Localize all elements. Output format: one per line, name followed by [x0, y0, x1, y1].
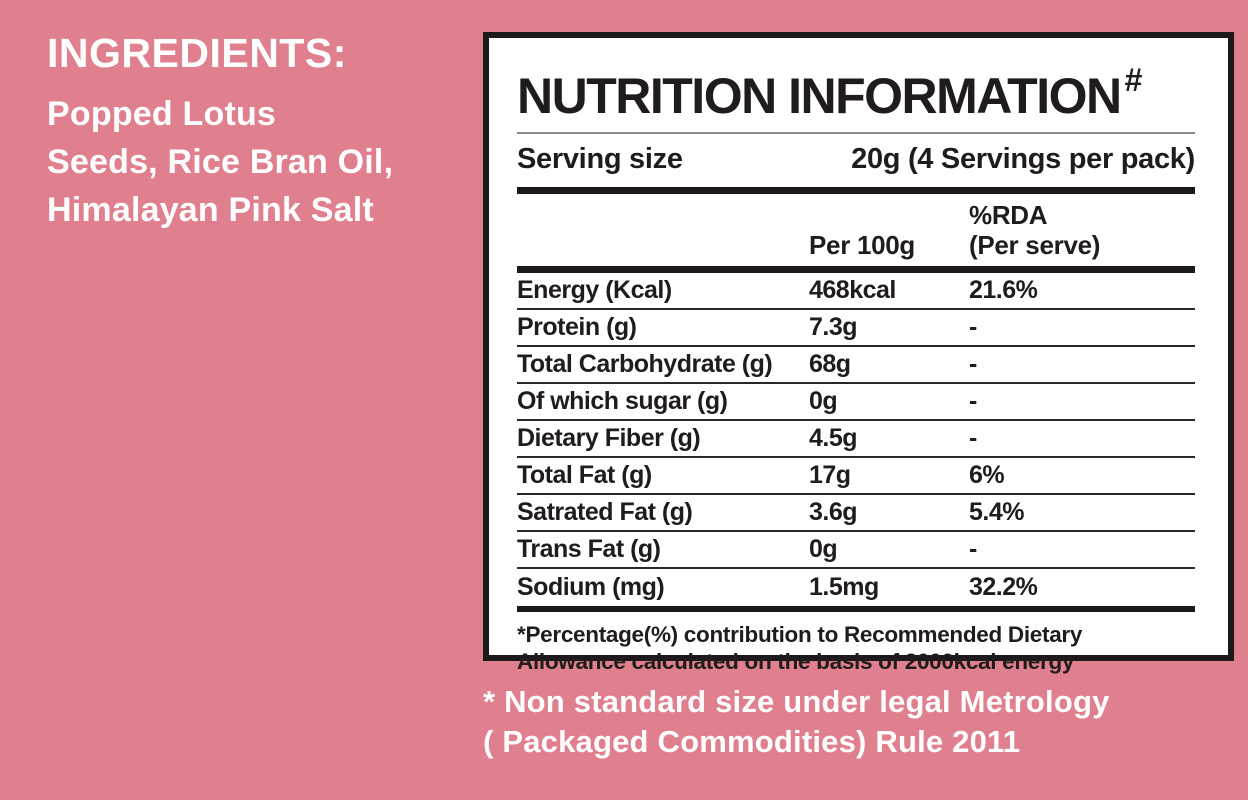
- column-header-rda-line2: (Per serve): [969, 230, 1101, 260]
- row-label: Dietary Fiber (g): [517, 424, 701, 452]
- ingredients-heading: INGREDIENTS:: [47, 30, 347, 76]
- column-header-row: Per 100g %RDA (Per serve): [517, 194, 1195, 266]
- row-label: Total Carbohydrate (g): [517, 350, 773, 378]
- serving-size-label: Serving size: [517, 143, 683, 175]
- nutrition-row-dietary-fiber: Dietary Fiber (g) 4.5g -: [517, 421, 1195, 458]
- row-label: Sodium (mg): [517, 573, 665, 601]
- row-rda-value: 6%: [969, 461, 1005, 489]
- row-rda-value: 21.6%: [969, 276, 1038, 304]
- rda-footnote-line2: Allowance calculated on the basis of 200…: [517, 649, 1075, 674]
- row-per100g-value: 7.3g: [809, 313, 858, 341]
- row-label: Energy (Kcal): [517, 276, 672, 304]
- column-header-rda-line1: %RDA: [969, 200, 1048, 230]
- row-label: Trans Fat (g): [517, 535, 661, 563]
- serving-size-value: 20g (4 Servings per pack): [851, 143, 1195, 175]
- thick-divider: [517, 187, 1195, 194]
- column-header-per100g: Per 100g: [809, 230, 916, 260]
- row-label: Satrated Fat (g): [517, 498, 693, 526]
- title-divider: [517, 132, 1195, 134]
- row-rda-value: -: [969, 535, 977, 563]
- row-label: Protein (g): [517, 313, 637, 341]
- panel-title: NUTRITION INFORMATION: [517, 68, 1122, 124]
- rda-footnote-line1: *Percentage(%) contribution to Recommend…: [517, 622, 1083, 647]
- row-rda-value: -: [969, 313, 977, 341]
- row-per100g-value: 1.5mg: [809, 573, 879, 601]
- row-label: Of which sugar (g): [517, 387, 728, 415]
- rda-footnote: *Percentage(%) contribution to Recommend…: [517, 612, 1195, 675]
- ingredients-block: INGREDIENTS: Popped Lotus Seeds, Rice Br…: [47, 30, 477, 234]
- ingredients-line: Seeds, Rice Bran Oil,: [47, 143, 394, 181]
- row-per100g-value: 4.5g: [809, 424, 858, 452]
- row-per100g-value: 0g: [809, 387, 838, 415]
- row-rda-value: 5.4%: [969, 498, 1024, 526]
- row-rda-value: 32.2%: [969, 573, 1038, 601]
- row-per100g-value: 17g: [809, 461, 851, 489]
- column-header-rda: %RDA (Per serve): [969, 200, 1195, 260]
- nutrition-row-energy: Energy (Kcal) 468kcal 21.6%: [517, 273, 1195, 310]
- nutrition-row-trans-fat: Trans Fat (g) 0g -: [517, 532, 1195, 569]
- row-rda-value: -: [969, 387, 977, 415]
- thick-divider: [517, 266, 1195, 273]
- nutrition-row-sodium: Sodium (mg) 1.5mg 32.2%: [517, 569, 1195, 606]
- thick-divider: [517, 606, 1195, 612]
- row-rda-value: -: [969, 424, 977, 452]
- legal-note-line1: * Non standard size under legal Metrolog…: [483, 684, 1110, 719]
- serving-size-row: Serving size 20g (4 Servings per pack): [517, 134, 1195, 187]
- nutrition-panel: NUTRITION INFORMATION # Serving size 20g …: [483, 32, 1234, 674]
- row-per100g-value: 68g: [809, 350, 851, 378]
- nutrition-row-saturated-fat: Satrated Fat (g) 3.6g 5.4%: [517, 495, 1195, 532]
- row-per100g-value: 468kcal: [809, 276, 896, 304]
- row-per100g-value: 0g: [809, 535, 838, 563]
- ingredients-line: Himalayan Pink Salt: [47, 191, 374, 229]
- row-rda-value: -: [969, 350, 977, 378]
- nutrition-row-sugar: Of which sugar (g) 0g -: [517, 384, 1195, 421]
- legal-metrology-note: * Non standard size under legal Metrolog…: [483, 682, 1110, 762]
- hash-superscript: #: [1124, 62, 1143, 98]
- row-label: Total Fat (g): [517, 461, 652, 489]
- legal-note-line2: ( Packaged Commodities) Rule 2011: [483, 724, 1021, 759]
- nutrition-row-total-carbohydrate: Total Carbohydrate (g) 68g -: [517, 347, 1195, 384]
- panel-title-row: NUTRITION INFORMATION #: [517, 62, 1195, 122]
- nutrition-row-total-fat: Total Fat (g) 17g 6%: [517, 458, 1195, 495]
- nutrition-row-protein: Protein (g) 7.3g -: [517, 310, 1195, 347]
- ingredients-line: Popped Lotus: [47, 95, 277, 133]
- row-per100g-value: 3.6g: [809, 498, 858, 526]
